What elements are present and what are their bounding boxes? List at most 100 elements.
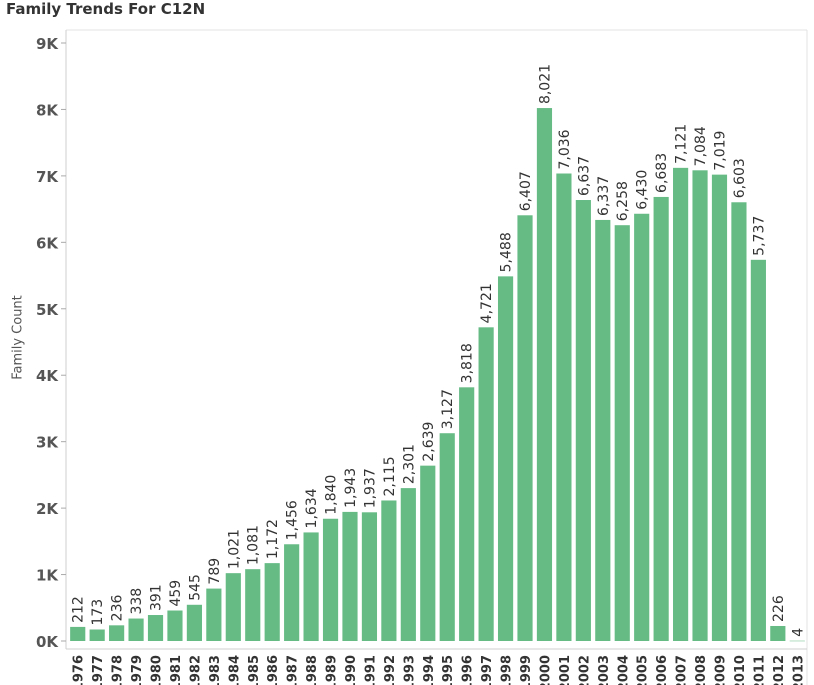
bar bbox=[400, 488, 416, 641]
x-tick-label: 1998 bbox=[500, 655, 515, 685]
data-label: 2,301 bbox=[401, 444, 417, 484]
x-tick-label: 1988 bbox=[305, 655, 320, 685]
data-label: 7,036 bbox=[557, 129, 573, 169]
x-tick-label: 2010 bbox=[733, 655, 748, 685]
data-label: 236 bbox=[110, 595, 126, 622]
x-tick-label: 2006 bbox=[655, 655, 670, 685]
data-label: 4,721 bbox=[479, 283, 495, 323]
x-tick-label: 1979 bbox=[130, 655, 145, 685]
x-tick-label: 2002 bbox=[577, 655, 592, 685]
bar bbox=[439, 433, 455, 641]
bar bbox=[342, 511, 358, 641]
data-label: 5,488 bbox=[499, 232, 515, 272]
y-tick-label: 1K bbox=[36, 567, 59, 585]
x-tick-label: 1983 bbox=[208, 655, 223, 685]
x-tick-label: 1991 bbox=[363, 655, 378, 685]
y-tick-label: 0K bbox=[36, 633, 59, 651]
x-tick-label: 2000 bbox=[538, 655, 553, 685]
x-tick-label: 2011 bbox=[752, 655, 767, 685]
data-label: 545 bbox=[187, 574, 203, 601]
bar bbox=[284, 544, 300, 641]
x-tick-label: 1984 bbox=[227, 655, 242, 685]
data-label: 1,943 bbox=[343, 468, 359, 508]
data-label: 1,172 bbox=[265, 519, 281, 559]
bar bbox=[497, 276, 514, 641]
bar bbox=[536, 108, 553, 641]
bar bbox=[575, 200, 591, 641]
data-label: 2,115 bbox=[382, 456, 398, 496]
bar bbox=[167, 610, 183, 641]
y-tick-label: 7K bbox=[36, 168, 59, 186]
bar bbox=[478, 327, 494, 641]
data-label: 459 bbox=[168, 580, 184, 607]
x-tick-label: 1987 bbox=[286, 655, 301, 685]
y-tick-label: 5K bbox=[36, 301, 59, 319]
data-label: 789 bbox=[207, 558, 223, 585]
data-label: 6,683 bbox=[654, 153, 670, 193]
data-label: 391 bbox=[149, 584, 165, 611]
x-tick-label: 1994 bbox=[422, 655, 437, 685]
data-label: 1,937 bbox=[362, 468, 378, 508]
bar bbox=[595, 219, 611, 641]
bar bbox=[109, 625, 125, 641]
x-tick-label: 1993 bbox=[402, 655, 417, 685]
y-tick-label: 4K bbox=[36, 367, 59, 385]
x-tick-label: 1981 bbox=[169, 655, 184, 685]
bar bbox=[750, 259, 766, 641]
data-label: 6,337 bbox=[596, 176, 612, 216]
x-tick-label: 1990 bbox=[344, 655, 359, 685]
bar bbox=[361, 512, 378, 641]
y-tick-label: 3K bbox=[36, 434, 59, 452]
bar bbox=[634, 213, 650, 642]
x-tick-label: 2009 bbox=[713, 655, 728, 685]
x-tick-label: 1976 bbox=[72, 655, 87, 685]
data-label: 1,081 bbox=[246, 525, 262, 565]
data-label: 8,021 bbox=[537, 64, 553, 104]
bar bbox=[614, 225, 630, 641]
x-tick-label: 2005 bbox=[636, 655, 651, 685]
x-tick-label: 1985 bbox=[247, 655, 262, 685]
data-label: 212 bbox=[71, 596, 87, 623]
x-tick-label: 2013 bbox=[791, 655, 806, 685]
data-label: 338 bbox=[129, 588, 145, 615]
data-label: 6,407 bbox=[518, 171, 534, 211]
x-tick-label: 2008 bbox=[694, 655, 709, 685]
data-label: 3,127 bbox=[440, 389, 456, 429]
data-label: 1,456 bbox=[285, 500, 301, 540]
data-label: 7,084 bbox=[693, 126, 709, 166]
bar bbox=[770, 625, 786, 641]
y-tick-label: 9K bbox=[36, 35, 59, 53]
data-label: 6,430 bbox=[635, 170, 651, 210]
x-tick-label: 1992 bbox=[383, 655, 398, 685]
data-label: 6,258 bbox=[615, 181, 631, 221]
bar bbox=[673, 167, 689, 641]
data-label: 2,639 bbox=[421, 422, 437, 462]
bar bbox=[556, 173, 572, 641]
bar bbox=[186, 604, 202, 641]
bar bbox=[303, 532, 319, 641]
x-tick-label: 1989 bbox=[325, 655, 340, 685]
bar bbox=[692, 170, 708, 641]
bar bbox=[225, 573, 241, 641]
bar bbox=[789, 640, 805, 642]
data-label: 4 bbox=[790, 628, 806, 637]
bar bbox=[322, 518, 339, 641]
x-tick-label: 1999 bbox=[519, 655, 534, 685]
x-tick-label: 1982 bbox=[188, 655, 203, 685]
x-tick-label: 2007 bbox=[675, 655, 690, 685]
bar bbox=[653, 196, 669, 641]
bar bbox=[89, 629, 105, 641]
x-tick-label: 1986 bbox=[266, 655, 281, 685]
bar bbox=[459, 387, 475, 641]
data-label: 6,637 bbox=[576, 156, 592, 196]
x-tick-label: 1977 bbox=[91, 655, 106, 685]
y-tick-label: 2K bbox=[36, 500, 59, 518]
x-tick-label: 2004 bbox=[616, 655, 631, 685]
x-tick-label: 1980 bbox=[150, 655, 165, 685]
bar bbox=[517, 215, 533, 641]
data-label: 173 bbox=[90, 599, 106, 626]
data-label: 226 bbox=[771, 595, 787, 622]
x-tick-label: 1997 bbox=[480, 655, 495, 685]
x-tick-label: 1978 bbox=[111, 655, 126, 685]
x-tick-label: 2012 bbox=[772, 655, 787, 685]
